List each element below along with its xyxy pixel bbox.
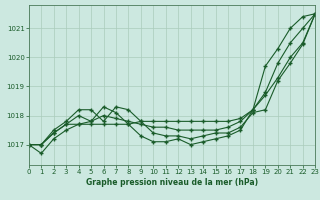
X-axis label: Graphe pression niveau de la mer (hPa): Graphe pression niveau de la mer (hPa) xyxy=(86,178,258,187)
